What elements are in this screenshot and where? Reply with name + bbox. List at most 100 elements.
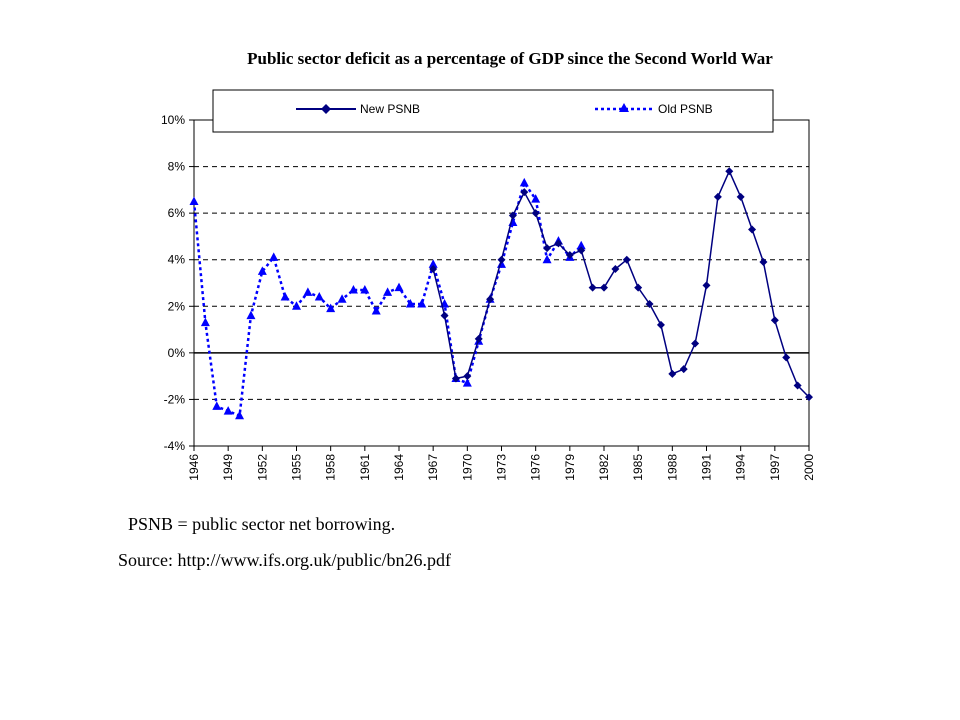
data-point-new-psnb bbox=[554, 239, 563, 248]
y-tick-label: 4% bbox=[168, 253, 186, 267]
x-tick-label: 1982 bbox=[597, 454, 611, 481]
data-point-new-psnb bbox=[531, 209, 540, 218]
x-tick-label: 1985 bbox=[631, 454, 645, 481]
data-point-old-psnb bbox=[189, 196, 199, 205]
legend-box bbox=[212, 89, 774, 133]
x-tick-label: 1997 bbox=[768, 454, 782, 481]
data-point-new-psnb bbox=[748, 225, 757, 234]
data-point-new-psnb bbox=[782, 353, 791, 362]
data-point-new-psnb bbox=[451, 374, 460, 383]
y-tick-label: 10% bbox=[161, 113, 185, 127]
legend-label-new-psnb: New PSNB bbox=[360, 102, 420, 116]
plot-area bbox=[193, 119, 810, 447]
x-tick-label: 1994 bbox=[734, 454, 748, 481]
data-point-new-psnb bbox=[645, 299, 654, 308]
data-point-old-psnb bbox=[405, 298, 415, 308]
data-point-new-psnb bbox=[679, 365, 688, 374]
y-tick-label: 2% bbox=[168, 299, 186, 313]
data-point-new-psnb bbox=[543, 244, 552, 253]
psnb-definition: PSNB = public sector net borrowing. bbox=[128, 514, 396, 534]
source-citation: Source: http://www.ifs.org.uk/public/bn2… bbox=[118, 550, 451, 570]
data-point-old-psnb bbox=[235, 410, 245, 420]
data-point-new-psnb bbox=[713, 192, 722, 201]
data-point-old-psnb bbox=[531, 194, 541, 203]
data-point-old-psnb bbox=[257, 266, 267, 275]
data-point-old-psnb bbox=[303, 287, 313, 296]
data-point-old-psnb bbox=[428, 259, 438, 268]
y-tick-label: 8% bbox=[168, 160, 186, 174]
data-point-new-psnb bbox=[486, 295, 495, 304]
data-point-old-psnb bbox=[360, 284, 370, 294]
data-point-new-psnb bbox=[474, 334, 483, 343]
x-tick-label: 1979 bbox=[563, 454, 577, 481]
data-point-new-psnb bbox=[588, 283, 597, 292]
legend-label-old-psnb: Old PSNB bbox=[658, 102, 713, 116]
y-tick-label: -2% bbox=[164, 392, 186, 406]
data-point-old-psnb bbox=[462, 378, 472, 387]
data-point-old-psnb bbox=[348, 284, 358, 294]
data-point-old-psnb bbox=[212, 401, 222, 410]
data-point-old-psnb bbox=[394, 282, 404, 292]
data-point-new-psnb bbox=[634, 283, 643, 292]
data-point-new-psnb bbox=[702, 281, 711, 290]
x-tick-label: 1961 bbox=[358, 454, 372, 481]
data-point-old-psnb bbox=[280, 291, 290, 301]
x-tick-label: 1949 bbox=[221, 454, 235, 481]
data-point-new-psnb bbox=[793, 381, 802, 390]
data-point-new-psnb bbox=[577, 246, 586, 255]
data-point-old-psnb bbox=[519, 177, 529, 187]
x-tick-label: 1991 bbox=[700, 454, 714, 481]
x-tick-label: 2000 bbox=[802, 454, 816, 481]
data-point-new-psnb bbox=[508, 211, 517, 220]
data-point-new-psnb bbox=[611, 265, 620, 274]
data-point-old-psnb bbox=[383, 287, 393, 296]
data-point-new-psnb bbox=[600, 283, 608, 292]
data-point-new-psnb bbox=[565, 251, 574, 260]
data-point-new-psnb bbox=[805, 393, 813, 402]
x-tick-label: 1946 bbox=[187, 454, 201, 481]
chart-title: Public sector deficit as a percentage of… bbox=[247, 49, 773, 68]
x-tick-label: 1955 bbox=[290, 454, 304, 481]
y-axis: -4% -2% 0% 2% 4% 6% 8% 10% bbox=[161, 113, 194, 453]
data-point-old-psnb bbox=[269, 252, 279, 261]
data-point-new-psnb bbox=[463, 372, 472, 381]
x-tick-label: 1952 bbox=[255, 454, 269, 481]
x-tick-label: 1964 bbox=[392, 454, 406, 481]
series-line-new-psnb bbox=[432, 170, 810, 398]
data-point-old-psnb bbox=[326, 303, 336, 313]
x-tick-label: 1970 bbox=[460, 454, 474, 481]
data-point-old-psnb bbox=[576, 240, 586, 250]
data-point-old-psnb bbox=[223, 406, 233, 415]
data-point-new-psnb bbox=[691, 339, 700, 348]
legend: New PSNB Old PSNB bbox=[212, 89, 774, 133]
x-tick-label: 1958 bbox=[324, 454, 338, 481]
legend-marker-old-psnb bbox=[619, 103, 629, 112]
y-tick-label: 6% bbox=[168, 206, 186, 220]
data-point-old-psnb bbox=[246, 310, 256, 320]
y-tick-label: 0% bbox=[168, 346, 186, 360]
data-point-new-psnb bbox=[440, 311, 449, 320]
data-point-new-psnb bbox=[520, 188, 529, 197]
x-axis: 1946 1949 1952 1955 1958 1961 1964 1967 1970 1973… bbox=[187, 446, 816, 481]
legend-marker-new-psnb bbox=[321, 104, 331, 114]
data-point-old-psnb bbox=[337, 294, 347, 303]
x-tick-label: 1967 bbox=[426, 454, 440, 481]
data-point-new-psnb bbox=[656, 320, 665, 329]
data-point-old-psnb bbox=[542, 254, 552, 264]
data-point-old-psnb bbox=[371, 305, 381, 315]
y-tick-label: -4% bbox=[164, 439, 186, 453]
data-point-new-psnb bbox=[759, 258, 768, 267]
data-point-old-psnb bbox=[200, 317, 210, 327]
data-point-new-psnb bbox=[725, 167, 734, 176]
data-point-new-psnb bbox=[622, 255, 631, 264]
data-point-new-psnb bbox=[736, 192, 745, 201]
data-point-old-psnb bbox=[314, 291, 324, 301]
data-point-old-psnb bbox=[417, 298, 427, 308]
data-point-new-psnb bbox=[429, 265, 438, 274]
data-point-new-psnb bbox=[770, 316, 779, 325]
x-tick-label: 1976 bbox=[529, 454, 543, 481]
x-tick-label: 1988 bbox=[665, 454, 679, 481]
data-point-old-psnb bbox=[292, 301, 301, 310]
data-point-new-psnb bbox=[668, 369, 677, 378]
